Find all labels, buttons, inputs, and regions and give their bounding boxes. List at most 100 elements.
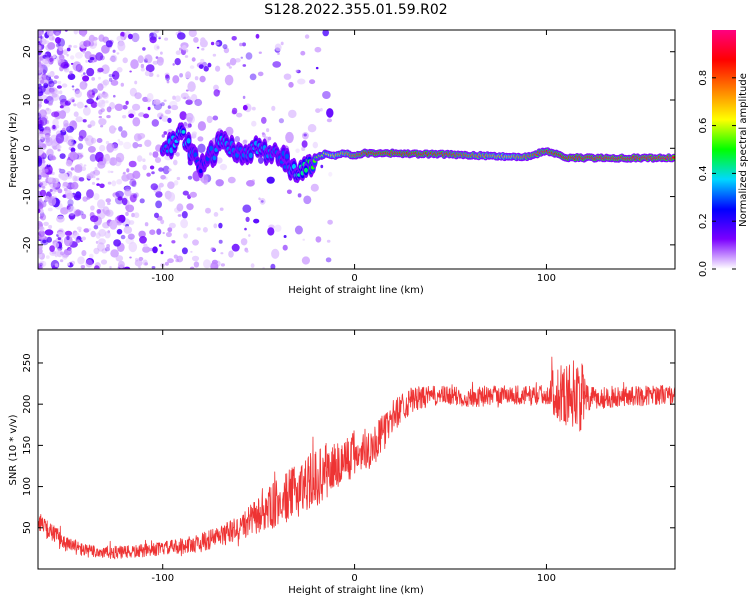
spectrogram-speckle	[59, 105, 64, 109]
spectrogram-speckle	[144, 70, 150, 77]
spectrogram-speckle	[154, 30, 160, 34]
spectrogram-speckle	[102, 154, 111, 165]
spectrogram-speckle	[91, 77, 96, 81]
ridge-core	[193, 152, 198, 158]
spectrogram-speckle	[184, 55, 189, 58]
spectrogram-speckle	[61, 172, 68, 181]
spectrogram-speckle	[79, 154, 84, 158]
spectrogram-speckle	[132, 142, 139, 149]
spectrogram-speckle	[189, 191, 197, 198]
spectrogram-speckle	[44, 164, 53, 175]
spectrogram-speckle	[83, 228, 90, 233]
spectrogram-speckle	[255, 33, 260, 39]
spectrogram-speckle	[151, 266, 156, 269]
spectrogram-speckle	[38, 44, 42, 50]
spectrogram-speckle	[149, 152, 152, 156]
spectrogram-speckle	[142, 247, 146, 250]
spectrogram-speckle	[161, 115, 169, 122]
spectrogram-speckle	[70, 147, 76, 153]
spectrogram-speckle	[70, 55, 75, 60]
x-tick-label: 0	[351, 573, 357, 584]
spectrogram-speckle	[106, 143, 115, 153]
spectrogram-speckle	[91, 88, 98, 94]
spectrogram-speckle	[98, 76, 101, 80]
spectrogram-speckle	[283, 73, 292, 80]
spectrogram-speckle	[83, 72, 86, 75]
spectrogram-speckle	[274, 43, 282, 52]
spectrogram-speckle	[115, 152, 125, 163]
spectrogram-speckle	[259, 198, 266, 205]
spectrogram-speckle	[48, 78, 54, 84]
spectrogram-speckle	[148, 32, 158, 41]
spectrogram-speckle	[48, 196, 57, 207]
spectrogram-speckle	[89, 253, 94, 259]
spectrogram-speckle	[38, 137, 45, 145]
spectrogram-speckle	[249, 73, 257, 81]
spectrogram-speckle	[68, 213, 76, 220]
spectrogram-speckle	[242, 204, 252, 213]
spectrogram-speckle	[112, 74, 115, 77]
colorbar-label: Normalized spectral amplitude	[738, 73, 749, 227]
spectrogram-speckle	[64, 230, 73, 236]
ridge-core	[181, 130, 186, 134]
colorbar-tick-label: 0.6	[698, 118, 709, 134]
spectrogram-speckle	[58, 168, 62, 171]
spectrogram-speckle	[38, 109, 47, 118]
spectrogram-speckle	[104, 231, 111, 239]
spectrogram-speckle	[46, 30, 54, 37]
spectrogram-speckle	[167, 181, 175, 189]
spectrogram-speckle	[149, 165, 155, 170]
spectrogram-speckle	[41, 76, 50, 85]
y-tick-label: 100	[22, 477, 33, 496]
ridge-core	[186, 138, 191, 144]
spectrogram-speckle	[149, 32, 154, 37]
spectrogram-speckle	[39, 262, 43, 267]
spectrogram-speckle	[41, 143, 47, 148]
spectrogram-speckle	[38, 54, 45, 62]
spectrogram-speckle	[38, 61, 41, 65]
spectrogram-speckle	[169, 100, 178, 108]
spectrogram-speckle	[137, 155, 143, 162]
spectrogram-speckle	[248, 234, 251, 237]
spectrogram-speckle	[277, 52, 280, 55]
spectrogram-speckle	[266, 128, 270, 133]
spectrogram-speckle	[47, 163, 50, 166]
spectrogram-speckle	[56, 215, 65, 223]
spectrogram-speckle	[75, 52, 83, 59]
spectrogram-speckle	[145, 64, 155, 73]
spectrogram-speckle	[322, 91, 331, 99]
spectrogram-speckle	[88, 34, 95, 43]
spectrogram-speckle	[116, 228, 123, 235]
spectrogram-speckle	[231, 36, 237, 41]
spectrogram-speckle	[260, 200, 264, 203]
spectrogram-speckle	[41, 32, 44, 35]
spectrogram-speckle	[200, 58, 205, 63]
spectrogram-speckle	[100, 259, 108, 265]
spectrogram-speckle	[54, 254, 58, 258]
spectrogram-speckle	[261, 116, 267, 124]
spectrogram-speckle	[251, 120, 257, 127]
spectrogram-speckle	[74, 166, 83, 173]
spectrogram-speckle	[228, 250, 234, 258]
spectrogram-speckle	[239, 42, 243, 47]
spectrogram-speckle	[188, 30, 197, 38]
spectrogram-speckle	[149, 36, 157, 44]
spectrogram-speckle	[82, 50, 86, 54]
spectrogram-speckle	[175, 152, 180, 157]
spectrogram-speckle	[116, 220, 122, 226]
spectrogram-speckle	[138, 230, 146, 238]
spectrogram-speckle	[288, 109, 297, 119]
spectrogram-speckle	[187, 175, 193, 180]
spectrogram-speckle	[228, 66, 232, 69]
spectrogram-speckle	[155, 56, 159, 59]
spectrogram-speckle	[85, 257, 95, 266]
spectrogram-speckle	[96, 102, 103, 107]
spectrogram-speckle	[143, 243, 148, 248]
spectrogram-speckle	[82, 196, 88, 202]
y-tick-label: 250	[22, 353, 33, 372]
spectrogram-speckle	[231, 243, 240, 252]
spectrogram-speckle	[114, 127, 117, 130]
spectrogram-speckle	[81, 32, 86, 37]
spectrogram-speckle	[44, 168, 49, 173]
spectrogram-speckle	[300, 50, 306, 56]
